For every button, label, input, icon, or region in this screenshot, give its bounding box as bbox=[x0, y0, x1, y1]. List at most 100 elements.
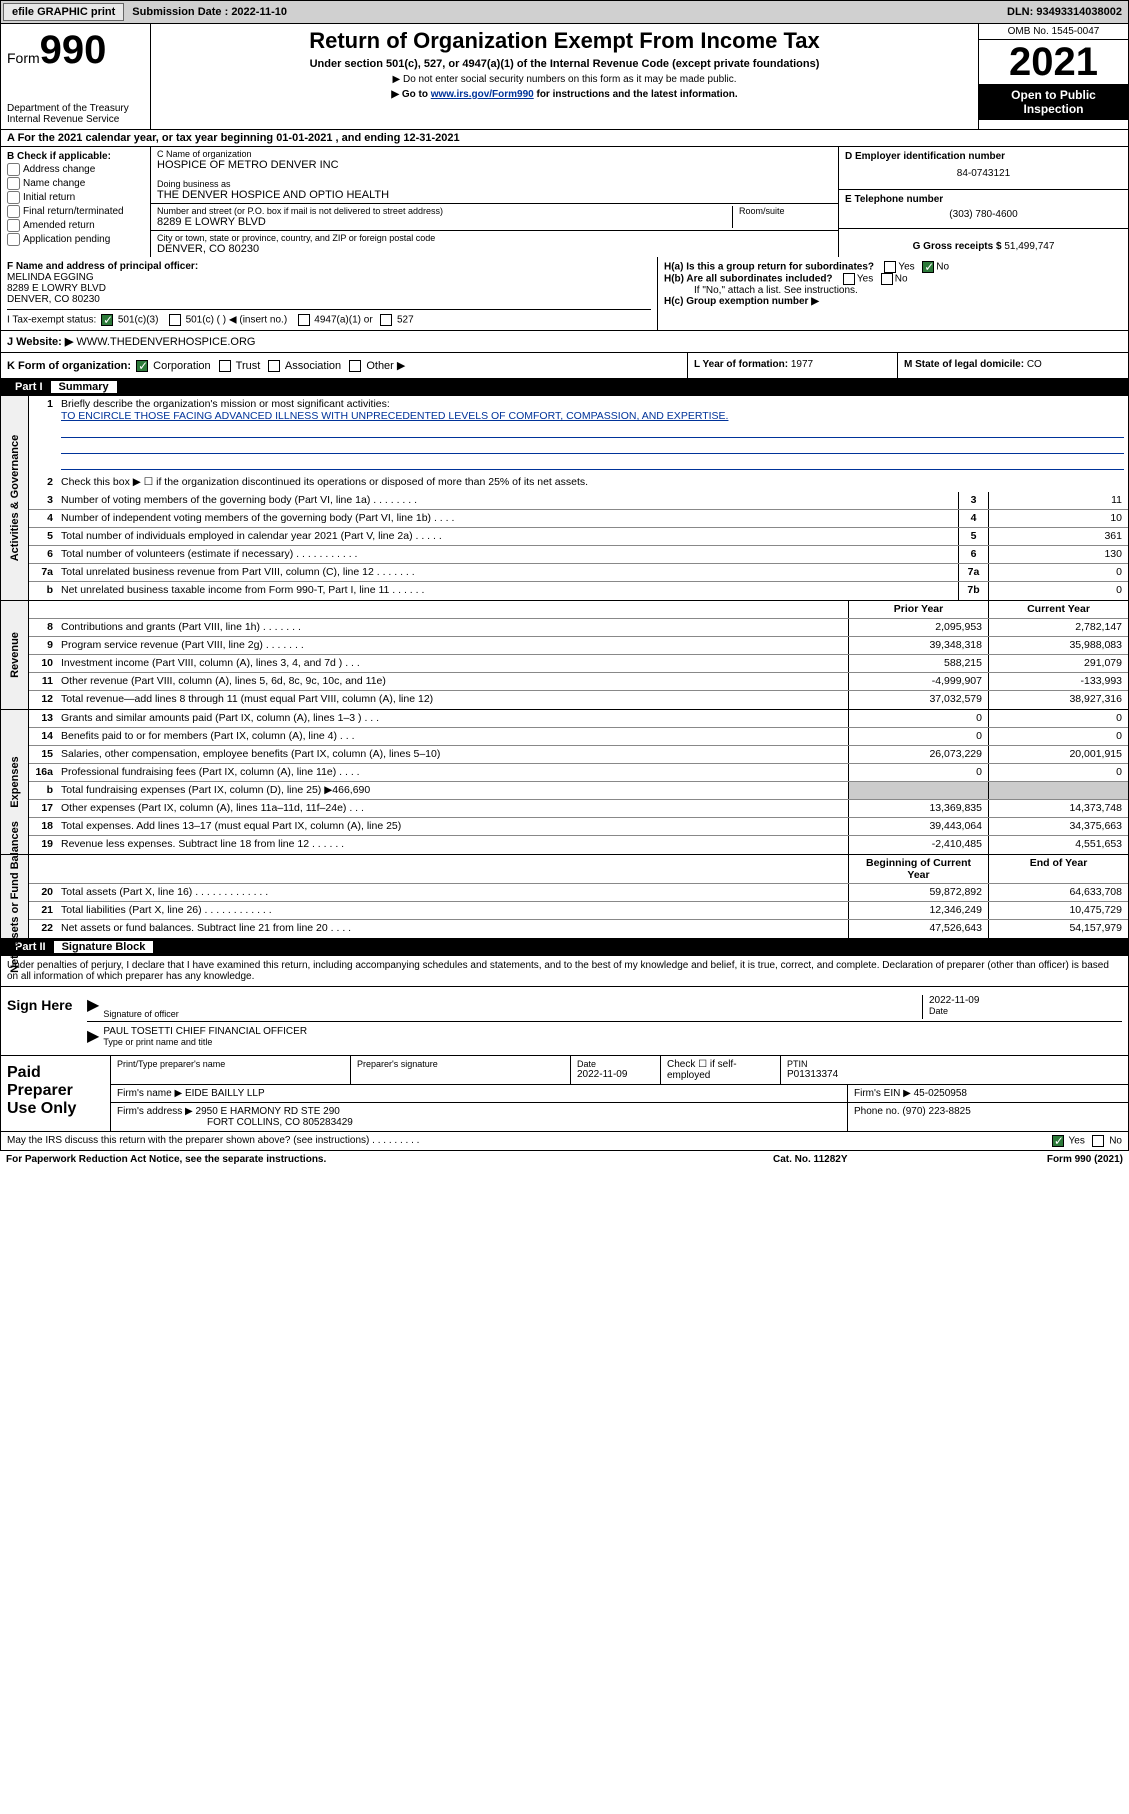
sign-here-label: Sign Here bbox=[1, 987, 81, 1055]
form-990-big: 990 bbox=[40, 28, 107, 72]
p-date-label: Date bbox=[577, 1059, 654, 1069]
form-number: Form990 bbox=[7, 28, 144, 73]
sig-date: 2022-11-09 bbox=[929, 995, 1122, 1006]
col-end: End of Year bbox=[988, 855, 1128, 883]
e-phone-val: (303) 780-4600 bbox=[845, 205, 1122, 224]
row-a-tax-year: A For the 2021 calendar year, or tax yea… bbox=[0, 130, 1129, 147]
footer-cat: Cat. No. 11282Y bbox=[773, 1154, 973, 1165]
hb-label: H(b) Are all subordinates included? bbox=[664, 274, 833, 285]
chk-corp[interactable] bbox=[136, 360, 148, 372]
col-prior-year: Prior Year bbox=[848, 601, 988, 618]
paid-preparer-label: Paid Preparer Use Only bbox=[1, 1056, 111, 1131]
top-toolbar: efile GRAPHIC print Submission Date : 20… bbox=[0, 0, 1129, 24]
chk-initial-return[interactable]: Initial return bbox=[7, 191, 144, 204]
part2-title: Signature Block bbox=[54, 941, 154, 953]
chk-address-change[interactable]: Address change bbox=[7, 163, 144, 176]
chk-final-return[interactable]: Final return/terminated bbox=[7, 205, 144, 218]
omb-number: OMB No. 1545-0047 bbox=[979, 24, 1128, 40]
summary-line: bNet unrelated business taxable income f… bbox=[29, 582, 1128, 600]
summary-line: 13Grants and similar amounts paid (Part … bbox=[29, 710, 1128, 728]
k-left: K Form of organization: Corporation Trus… bbox=[1, 353, 688, 378]
rot-revenue: Revenue bbox=[1, 601, 29, 709]
summary-line: 20Total assets (Part X, line 16) . . . .… bbox=[29, 884, 1128, 902]
header-right: OMB No. 1545-0047 2021 Open to Public In… bbox=[978, 24, 1128, 129]
chk-amended-return[interactable]: Amended return bbox=[7, 219, 144, 232]
summary-line: 8Contributions and grants (Part VIII, li… bbox=[29, 619, 1128, 637]
h-group: H(a) Is this a group return for subordin… bbox=[658, 257, 1128, 330]
row-j-website: J Website: ▶ WWW.THEDENVERHOSPICE.ORG bbox=[0, 331, 1129, 353]
summary-line: 16aProfessional fundraising fees (Part I… bbox=[29, 764, 1128, 782]
summary-line: 22Net assets or fund balances. Subtract … bbox=[29, 920, 1128, 938]
cell-street: Number and street (or P.O. box if mail i… bbox=[151, 204, 838, 231]
cell-gross: G Gross receipts $ 51,499,747 bbox=[839, 229, 1128, 256]
p-self-employed: Check ☐ if self-employed bbox=[667, 1059, 737, 1081]
sig-arrow-icon: ▶ bbox=[87, 995, 99, 1019]
may-irs-text: May the IRS discuss this return with the… bbox=[7, 1135, 1050, 1147]
chk-4947[interactable] bbox=[298, 314, 310, 326]
line2-num: 2 bbox=[29, 474, 57, 492]
col-b-checkboxes: B Check if applicable: Address change Na… bbox=[1, 147, 151, 257]
phone-label: Phone no. bbox=[854, 1106, 900, 1117]
summary-line: 6Total number of volunteers (estimate if… bbox=[29, 546, 1128, 564]
l-val: 1977 bbox=[791, 359, 813, 370]
p-date: 2022-11-09 bbox=[577, 1069, 627, 1080]
form-word: Form bbox=[7, 50, 40, 66]
firm-ein: 45-0250958 bbox=[914, 1088, 967, 1099]
chk-application-pending[interactable]: Application pending bbox=[7, 233, 144, 246]
hb-note: If "No," attach a list. See instructions… bbox=[664, 285, 1122, 296]
chk-ha-yes[interactable] bbox=[884, 261, 896, 273]
chk-501c3[interactable] bbox=[101, 314, 113, 326]
part1-title: Summary bbox=[51, 381, 117, 393]
summary-line: 12Total revenue—add lines 8 through 11 (… bbox=[29, 691, 1128, 709]
b-title: B Check if applicable: bbox=[7, 151, 111, 162]
m-label: M State of legal domicile: bbox=[904, 359, 1024, 370]
line1-num: 1 bbox=[29, 396, 57, 474]
ptin-label: PTIN bbox=[787, 1059, 1122, 1069]
chk-hb-yes[interactable] bbox=[843, 273, 855, 285]
f-label: F Name and address of principal officer: bbox=[7, 261, 198, 272]
form-title: Return of Organization Exempt From Incom… bbox=[159, 28, 970, 54]
submission-date: Submission Date : 2022-11-10 bbox=[126, 6, 293, 18]
ha-label: H(a) Is this a group return for subordin… bbox=[664, 262, 874, 273]
chk-hb-no[interactable] bbox=[881, 273, 893, 285]
chk-527[interactable] bbox=[380, 314, 392, 326]
header-left: Form990 Department of the Treasury Inter… bbox=[1, 24, 151, 129]
efile-print-button[interactable]: efile GRAPHIC print bbox=[3, 3, 124, 21]
sign-here-block: Sign Here ▶ Signature of officer 2022-11… bbox=[0, 987, 1129, 1056]
f-name: MELINDA EGGING bbox=[7, 272, 94, 283]
form-header: Form990 Department of the Treasury Inter… bbox=[0, 24, 1129, 130]
summary-line: 19Revenue less expenses. Subtract line 1… bbox=[29, 836, 1128, 854]
firm-addr1: 2950 E HARMONY RD STE 290 bbox=[196, 1106, 340, 1117]
chk-other[interactable] bbox=[349, 360, 361, 372]
chk-name-change[interactable]: Name change bbox=[7, 177, 144, 190]
street-label: Number and street (or P.O. box if mail i… bbox=[157, 206, 732, 216]
chk-501c[interactable] bbox=[169, 314, 181, 326]
f-officer: F Name and address of principal officer:… bbox=[1, 257, 658, 330]
chk-trust[interactable] bbox=[219, 360, 231, 372]
header-center: Return of Organization Exempt From Incom… bbox=[151, 24, 978, 129]
cell-phone: E Telephone number (303) 780-4600 bbox=[839, 190, 1128, 229]
summary-line: 17Other expenses (Part IX, column (A), l… bbox=[29, 800, 1128, 818]
firm-ein-label: Firm's EIN ▶ bbox=[854, 1088, 911, 1099]
cell-ein: D Employer identification number 84-0743… bbox=[839, 147, 1128, 190]
chk-irs-yes[interactable] bbox=[1052, 1135, 1064, 1147]
i-501c: 501(c) ( ) ◀ (insert no.) bbox=[186, 315, 288, 326]
summary-line: 21Total liabilities (Part X, line 26) . … bbox=[29, 902, 1128, 920]
summary-line: 14Benefits paid to or for members (Part … bbox=[29, 728, 1128, 746]
section-governance: Activities & Governance 1 Briefly descri… bbox=[0, 396, 1129, 601]
chk-irs-no[interactable] bbox=[1092, 1135, 1104, 1147]
irs-link[interactable]: www.irs.gov/Form990 bbox=[431, 89, 534, 100]
form-note1: ▶ Do not enter social security numbers o… bbox=[159, 74, 970, 85]
chk-assoc[interactable] bbox=[268, 360, 280, 372]
col-beginning: Beginning of Current Year bbox=[848, 855, 988, 883]
part1-label: Part I bbox=[7, 381, 51, 393]
d-ein-val: 84-0743121 bbox=[845, 162, 1122, 185]
tax-year: 2021 bbox=[979, 40, 1128, 84]
hc-label: H(c) Group exemption number ▶ bbox=[664, 296, 819, 307]
part1-header: Part I Summary bbox=[0, 379, 1129, 396]
part2-header: Part II Signature Block bbox=[0, 939, 1129, 956]
chk-ha-no[interactable] bbox=[922, 261, 934, 273]
j-label: J Website: ▶ bbox=[7, 336, 73, 348]
form-subtitle: Under section 501(c), 527, or 4947(a)(1)… bbox=[159, 58, 970, 70]
line2-desc: Check this box ▶ ☐ if the organization d… bbox=[57, 474, 1128, 492]
